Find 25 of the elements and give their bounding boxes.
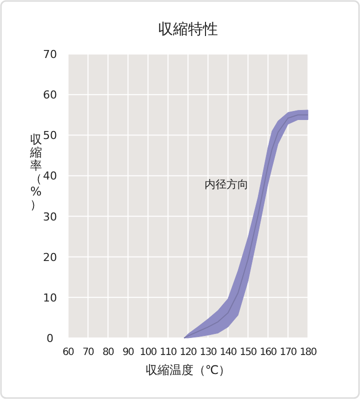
x-tick-label: 60 xyxy=(62,347,74,358)
y-tick-label: 0 xyxy=(46,332,54,345)
y-tick-label: 30 xyxy=(43,210,57,224)
y-axis-title: 収縮率（%） xyxy=(29,132,42,212)
x-tick-label: 110 xyxy=(160,347,177,358)
x-tick-label: 100 xyxy=(140,347,157,358)
x-axis-title: 収縮温度（℃） xyxy=(145,363,231,377)
x-tick-label: 80 xyxy=(102,347,114,358)
chart-title: 収縮特性 xyxy=(158,20,218,38)
y-tick-label: 50 xyxy=(43,129,57,142)
x-tick-label: 170 xyxy=(280,347,297,358)
y-tick-label: 10 xyxy=(43,291,57,304)
x-tick-label: 140 xyxy=(220,347,237,358)
y-tick-label: 40 xyxy=(43,170,57,183)
y-tick-label: 70 xyxy=(43,48,57,61)
x-tick-label: 130 xyxy=(200,347,217,358)
y-tick-label: 60 xyxy=(43,88,57,102)
series-label: 内径方向 xyxy=(204,178,248,192)
y-tick-label: 20 xyxy=(43,250,57,264)
x-tick-label: 120 xyxy=(180,347,197,358)
x-tick-label: 180 xyxy=(300,347,317,358)
x-tick-label: 150 xyxy=(240,347,257,358)
x-tick-label: 160 xyxy=(260,347,277,358)
x-tick-label: 70 xyxy=(82,347,94,358)
x-tick-label: 90 xyxy=(122,347,134,358)
